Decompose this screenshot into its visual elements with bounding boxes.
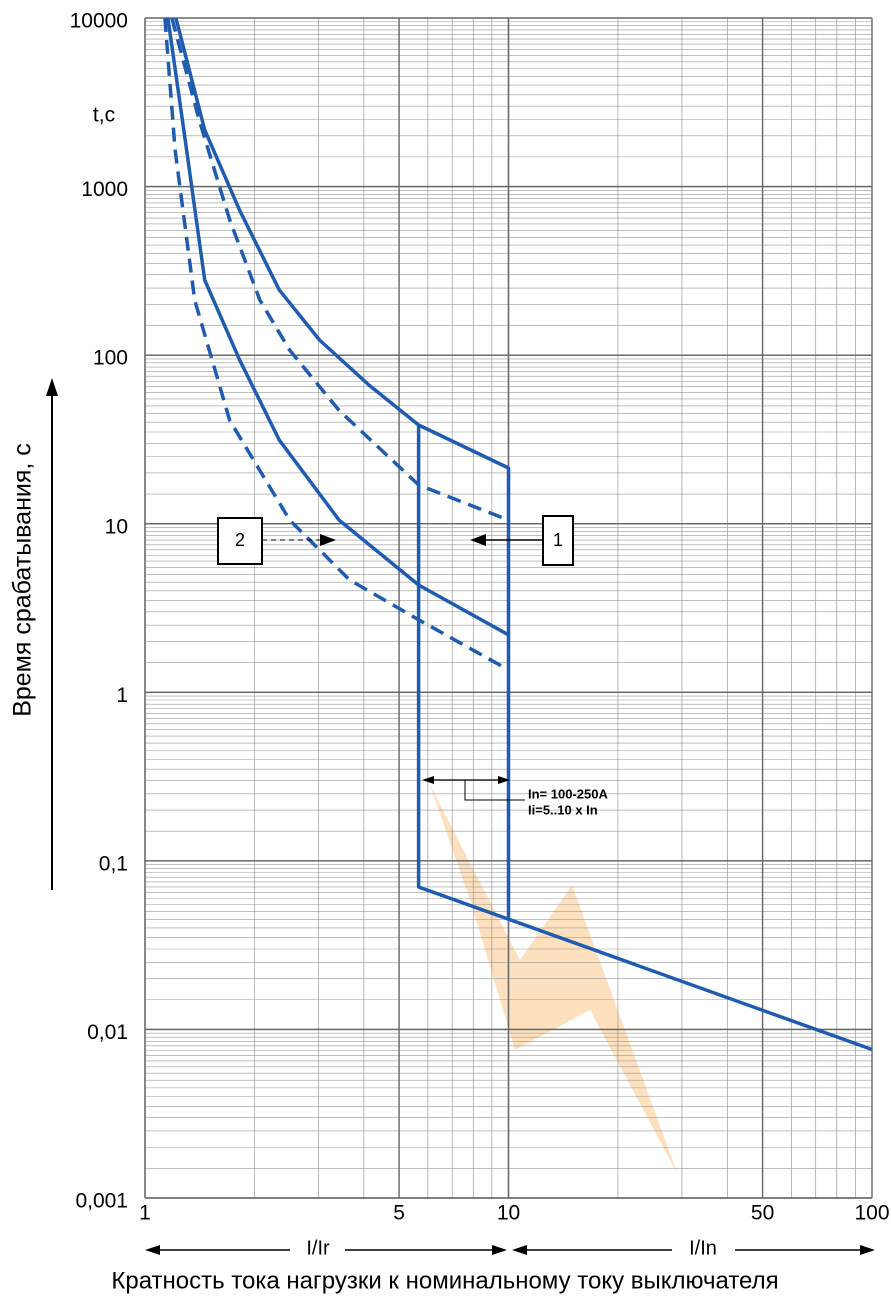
- x-scale-label: I/Ir: [306, 1237, 330, 1259]
- arrow-head: [512, 1245, 527, 1255]
- arrow-head: [470, 534, 486, 546]
- x-tick-label: 50: [751, 1202, 774, 1225]
- y-axis-title: Время срабатывания, с: [9, 443, 37, 717]
- callout-label: 1: [553, 530, 563, 550]
- annotation: In= 100-250A: [528, 786, 608, 801]
- curve: [174, 17, 511, 918]
- marks: [163, 17, 873, 1052]
- y-tick-label: 0,001: [75, 1190, 128, 1213]
- arrow-head: [320, 534, 336, 546]
- arrow-head: [492, 1245, 507, 1255]
- y-tick-label: 1000: [81, 178, 128, 201]
- curve: [170, 17, 510, 522]
- x-axis-title: Кратность тока нагрузки к номинальному т…: [111, 1267, 778, 1294]
- annotation: Ii=5..10 x In: [528, 802, 598, 817]
- y-arrow-head: [46, 378, 58, 396]
- x-tick-label: 1: [139, 1202, 151, 1225]
- y-tick-label: 0,1: [99, 852, 128, 875]
- watermark: [430, 785, 678, 1175]
- x-scale-label: I/In: [689, 1237, 717, 1259]
- leader-line: [464, 780, 525, 801]
- y-tick-label: 0,01: [87, 1021, 128, 1044]
- arrow-head: [145, 1245, 160, 1255]
- y-tick-label: 1: [116, 684, 128, 707]
- callout-label: 2: [235, 530, 245, 550]
- arrow-head: [860, 1245, 875, 1255]
- curve: [163, 17, 510, 672]
- arrow-head: [498, 776, 510, 784]
- curve: [166, 17, 510, 637]
- y-tick-label: 10000: [70, 10, 128, 33]
- y-unit-label: t,c: [93, 104, 115, 127]
- x-tick-label: 10: [497, 1202, 520, 1225]
- curve: [416, 425, 873, 1052]
- y-tick-label: 10: [105, 515, 128, 538]
- x-tick-label: 5: [393, 1202, 405, 1225]
- x-tick-label: 100: [854, 1202, 889, 1225]
- callout-box: [217, 517, 263, 565]
- arrow-head: [422, 776, 434, 784]
- y-tick-label: 100: [93, 347, 128, 370]
